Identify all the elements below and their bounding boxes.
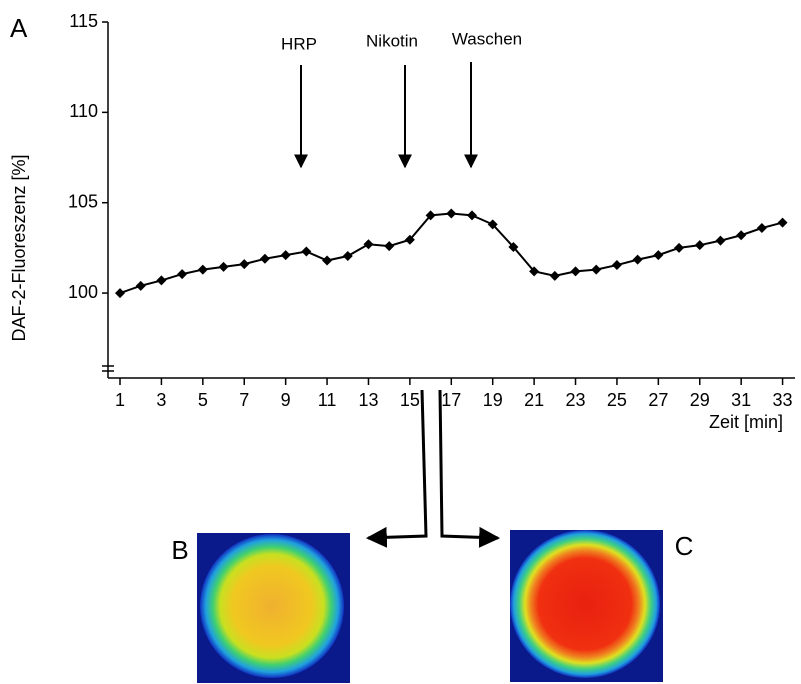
data-point [115,288,125,298]
data-point [281,250,291,260]
data-point [219,262,229,272]
x-tick-label: 15 [400,390,420,410]
series-line [120,214,783,294]
panel-label: B [171,535,188,565]
data-point [177,269,187,279]
data-point [571,266,581,276]
x-tick-label: 31 [731,390,751,410]
annotation: Waschen [452,29,522,48]
data-point [550,271,560,281]
x-tick-label: 19 [483,390,503,410]
page: {"chart_data": {"type": "line", "y_label… [0,0,801,684]
data-point [136,281,146,291]
y-tick-label: 110 [69,101,98,121]
data-point [653,250,663,260]
x-tick-label: 7 [239,390,249,410]
data-point [156,275,166,285]
data-point [695,240,705,250]
x-tick-label: 27 [648,390,668,410]
image-arrows [368,390,498,538]
panel-label: C [675,531,694,561]
data-point [674,243,684,253]
cell-c [510,530,660,678]
annotation-arrows [301,62,471,167]
cell-b [200,534,344,678]
x-tick-label: 17 [441,390,461,410]
panel-label: A [10,13,28,43]
y-tick-label: 115 [69,11,98,31]
data-point [343,251,353,261]
y-tick-label: 105 [68,191,98,211]
x-tick-label: 1 [115,390,125,410]
x-tick-label: 9 [281,390,291,410]
data-point [757,223,767,233]
figure: A DAF-2-Fluoreszenz [%] Zeit [min] HRP N… [0,0,801,684]
x-tick-label: 29 [690,390,710,410]
x-tick-label: 21 [524,390,544,410]
data-point [736,230,746,240]
annotation: HRP [281,34,317,53]
annotation: Nikotin [366,31,418,50]
x-tick-label: 13 [358,390,378,410]
data-point [363,239,373,249]
data-point [612,260,622,270]
data-point [446,209,456,219]
data-point [239,259,249,269]
data-point [322,256,332,266]
x-tick-label: 23 [566,390,586,410]
y-tick-label: 100 [68,282,98,302]
x-axis-label: Zeit [min] [709,412,783,432]
x-tick-label: 3 [156,390,166,410]
data-point [778,218,788,228]
x-tick-label: 33 [773,390,793,410]
x-tick-label: 5 [198,390,208,410]
y-axis-label: DAF-2-Fluoreszenz [%] [9,154,29,341]
data-point [260,254,270,264]
data-point [198,265,208,275]
data-point [467,210,477,220]
data-point [384,241,394,251]
data-point [591,265,601,275]
data-point [301,247,311,257]
data-point [715,236,725,246]
x-tick-label: 11 [318,390,337,410]
data-point [633,255,643,265]
x-tick-label: 25 [607,390,627,410]
